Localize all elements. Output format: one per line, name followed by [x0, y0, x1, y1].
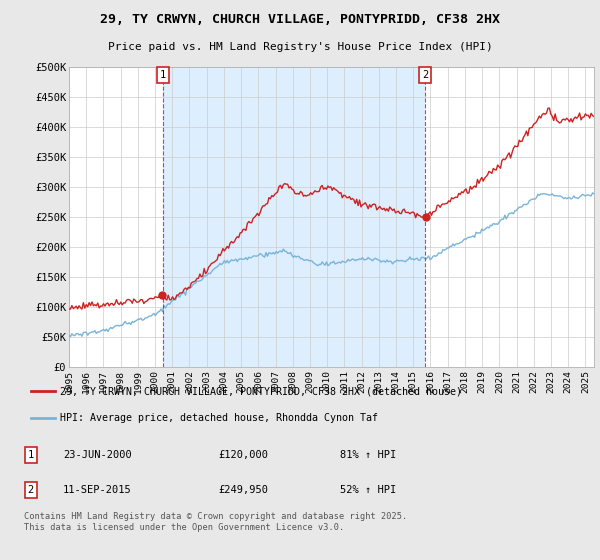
Text: 2: 2 [28, 485, 34, 495]
Text: 2: 2 [422, 70, 428, 80]
Text: 29, TY CRWYN, CHURCH VILLAGE, PONTYPRIDD, CF38 2HX: 29, TY CRWYN, CHURCH VILLAGE, PONTYPRIDD… [100, 13, 500, 26]
Text: 1: 1 [28, 450, 34, 460]
Text: 23-JUN-2000: 23-JUN-2000 [63, 450, 131, 460]
Text: £120,000: £120,000 [218, 450, 268, 460]
Text: HPI: Average price, detached house, Rhondda Cynon Taf: HPI: Average price, detached house, Rhon… [60, 413, 378, 423]
Text: 52% ↑ HPI: 52% ↑ HPI [340, 485, 397, 495]
Text: Contains HM Land Registry data © Crown copyright and database right 2025.
This d: Contains HM Land Registry data © Crown c… [24, 512, 407, 532]
Text: Price paid vs. HM Land Registry's House Price Index (HPI): Price paid vs. HM Land Registry's House … [107, 42, 493, 52]
Text: 29, TY CRWYN, CHURCH VILLAGE, PONTYPRIDD, CF38 2HX (detached house): 29, TY CRWYN, CHURCH VILLAGE, PONTYPRIDD… [60, 386, 462, 396]
Text: 1: 1 [160, 70, 166, 80]
Text: 11-SEP-2015: 11-SEP-2015 [63, 485, 131, 495]
Text: 81% ↑ HPI: 81% ↑ HPI [340, 450, 397, 460]
Bar [163, 67, 425, 367]
Text: £249,950: £249,950 [218, 485, 268, 495]
